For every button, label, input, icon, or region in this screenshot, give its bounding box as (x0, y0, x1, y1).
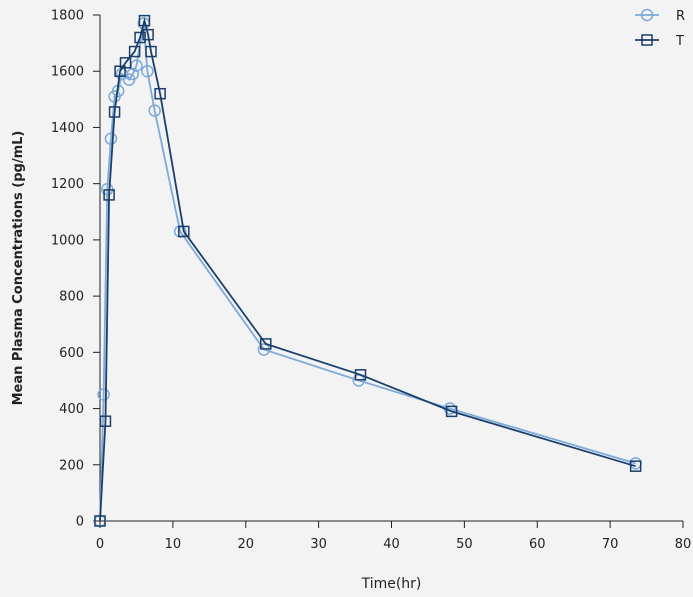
y-tick-label: 1200 (51, 177, 84, 192)
x-tick-label: 30 (310, 537, 327, 552)
data-point-t (108, 106, 121, 118)
data-point-t (138, 14, 151, 27)
legend-label: T (675, 34, 684, 49)
data-point-t (260, 338, 272, 350)
x-tick-label: 0 (96, 537, 104, 552)
data-point-r (629, 457, 642, 470)
data-point-r (104, 132, 118, 145)
data-point-t (154, 87, 166, 100)
series-layer (93, 14, 642, 528)
series-r (93, 17, 642, 528)
data-point-t (445, 405, 458, 418)
x-tick-label: 60 (529, 537, 546, 552)
x-tick-label: 40 (383, 537, 400, 552)
data-point-t (128, 45, 141, 58)
series-line-r (99, 23, 636, 522)
series-line-t (99, 17, 636, 522)
y-tick-label: 200 (59, 458, 84, 473)
y-tick-label: 400 (59, 402, 84, 417)
y-tick-label: 600 (59, 346, 84, 361)
axes: 0 200 400 600 800 1000 1200 1400 1600 1800 0 10 20 30… (51, 9, 691, 553)
y-tick-label: 0 (76, 515, 84, 530)
y-tick-label: 1400 (51, 121, 84, 136)
x-tick-label: 10 (165, 537, 182, 552)
data-point-t (178, 225, 190, 238)
data-point-t (103, 189, 115, 201)
data-point-t (145, 45, 157, 58)
legend: RT (635, 8, 685, 49)
x-tick-label: 50 (456, 537, 473, 552)
data-point-t (134, 31, 146, 44)
y-tick-label: 1000 (51, 233, 84, 248)
data-point-t (142, 28, 154, 41)
data-point-t (99, 415, 112, 427)
legend-marker (641, 34, 653, 46)
data-point-r (97, 388, 110, 401)
y-tick-label: 1800 (51, 9, 84, 24)
legend-marker (640, 8, 654, 22)
series-t (94, 14, 642, 527)
data-point-r (141, 64, 154, 78)
y-axis-label: Mean Plasma Concentrations (pg/mL) (11, 131, 26, 406)
data-point-r (126, 67, 140, 81)
x-tick-label: 70 (602, 537, 619, 552)
data-point-t (629, 460, 642, 472)
x-tick-label: 20 (237, 537, 254, 552)
data-point-t (94, 515, 106, 527)
legend-item-r: R (635, 8, 685, 24)
x-tick-label: 80 (675, 537, 692, 552)
data-point-t (354, 369, 367, 381)
data-point-r (148, 104, 161, 117)
data-point-t (119, 57, 132, 69)
y-tick-label: 800 (59, 290, 84, 305)
y-tick-label: 1600 (51, 65, 84, 80)
legend-item-t: T (635, 34, 684, 49)
legend-label: R (676, 9, 685, 24)
x-axis-label: Time(hr) (361, 576, 422, 592)
